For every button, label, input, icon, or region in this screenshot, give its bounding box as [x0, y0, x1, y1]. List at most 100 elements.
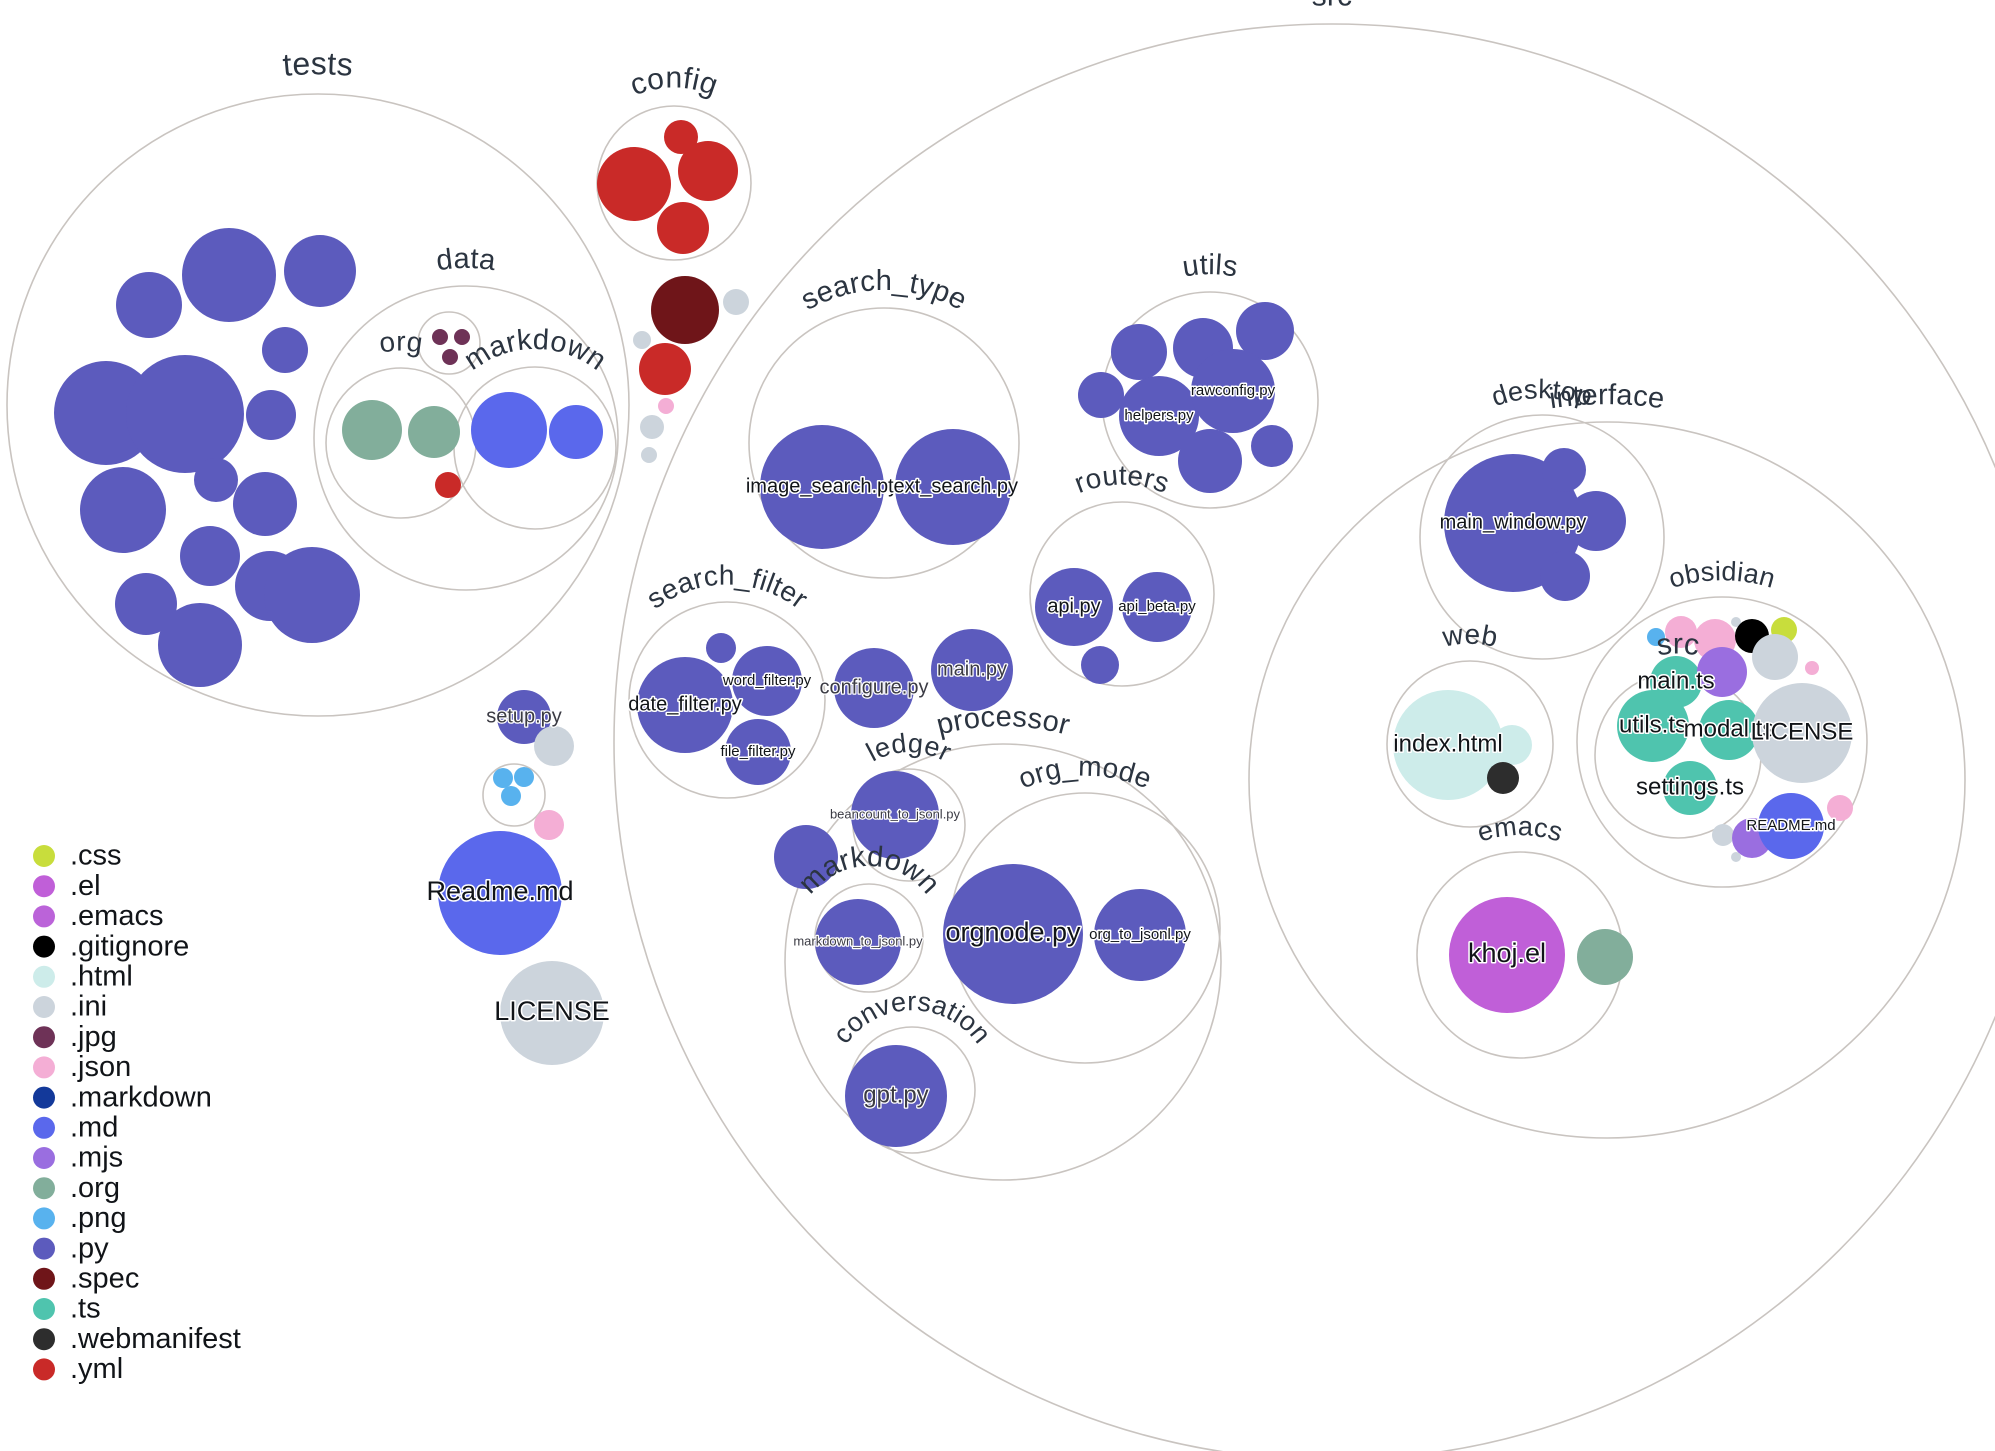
file-circle-utils.ts[interactable]	[1617, 690, 1689, 762]
file-circle-markdown_to_jsonl.py[interactable]	[815, 899, 901, 985]
file-circle-py-60[interactable]	[1081, 646, 1119, 684]
file-circle-image_search.py[interactable]	[760, 425, 884, 549]
legend-item-markdown[interactable]: .markdown	[33, 1081, 212, 1113]
file-circle-ini-92[interactable]	[1731, 852, 1741, 862]
file-circle-org-16[interactable]	[408, 406, 460, 458]
file-circle-ini-82[interactable]	[1752, 634, 1798, 680]
file-circle-configure.py[interactable]	[834, 648, 914, 728]
legend-item-el[interactable]: .el	[33, 870, 101, 902]
file-circle-md-18[interactable]	[549, 405, 603, 459]
file-circle-index.html[interactable]	[1393, 690, 1503, 800]
file-circle-main.py[interactable]	[931, 629, 1013, 711]
file-circle-spec-27[interactable]	[651, 276, 719, 344]
file-circle-helpers.py[interactable]	[1119, 376, 1199, 456]
file-circle-py-57[interactable]	[1251, 425, 1293, 467]
legend-item-html[interactable]: .html	[33, 960, 133, 992]
file-circle-khoj.el[interactable]	[1449, 897, 1565, 1013]
file-circle-yml-22[interactable]	[435, 472, 461, 498]
file-circle-png-74[interactable]	[1647, 628, 1665, 646]
legend-item-png[interactable]: .png	[33, 1202, 126, 1234]
file-circle-api.py[interactable]	[1035, 568, 1113, 646]
file-circle-py-10[interactable]	[180, 526, 240, 586]
file-circle-LICENSE[interactable]	[1752, 683, 1852, 783]
file-circle-py-69[interactable]	[1566, 491, 1626, 551]
file-circle-py-70[interactable]	[1540, 551, 1590, 601]
file-circle-api_beta.py[interactable]	[1122, 572, 1192, 642]
file-circle-yml-30[interactable]	[639, 343, 691, 395]
file-circle-png-38[interactable]	[501, 786, 521, 806]
legend-item-md[interactable]: .md	[33, 1111, 118, 1143]
file-circle-png-37[interactable]	[514, 767, 534, 787]
file-circle-ini-77[interactable]	[1731, 617, 1741, 627]
file-circle-ini-28[interactable]	[723, 289, 749, 315]
file-circle-orgnode.py[interactable]	[943, 864, 1083, 1004]
file-circle-ini-35[interactable]	[534, 726, 574, 766]
file-circle-jpg-19[interactable]	[432, 329, 448, 345]
legend-item-webmanifest[interactable]: .webmanifest	[33, 1323, 241, 1355]
file-circle-json-91[interactable]	[1827, 795, 1853, 821]
file-circle-jpg-20[interactable]	[454, 329, 470, 345]
file-circle-py-6[interactable]	[246, 390, 296, 440]
file-circle-py-56[interactable]	[1178, 429, 1242, 493]
legend-item-mjs[interactable]: .mjs	[33, 1142, 123, 1174]
legend-item-jpg[interactable]: .jpg	[33, 1021, 117, 1053]
legend-item-yml[interactable]: .yml	[33, 1353, 123, 1385]
file-circle-md-17[interactable]	[471, 392, 547, 468]
file-circle-yml-25[interactable]	[678, 141, 738, 201]
legend-item-json[interactable]: .json	[33, 1051, 131, 1083]
file-circle-py-9[interactable]	[115, 573, 177, 635]
file-circle-py-13[interactable]	[158, 603, 242, 687]
file-circle-ini-33[interactable]	[641, 447, 657, 463]
file-circle-setup.py[interactable]	[497, 690, 551, 744]
file-circle-py-11[interactable]	[233, 472, 297, 536]
file-circle-word_filter.py[interactable]	[732, 646, 802, 716]
file-circle-org-94[interactable]	[1577, 929, 1633, 985]
file-circle-README.md[interactable]	[1758, 793, 1824, 859]
file-circle-settings.ts[interactable]	[1663, 761, 1717, 815]
file-circle-py-68[interactable]	[1542, 448, 1586, 492]
file-circle-webmanifest-73[interactable]	[1487, 762, 1519, 794]
file-circle-py-52[interactable]	[1236, 302, 1294, 360]
file-circle-LICENSE[interactable]	[500, 961, 604, 1065]
file-circle-yml-23[interactable]	[597, 147, 671, 221]
file-circle-py-62[interactable]	[774, 825, 838, 889]
legend-item-org[interactable]: .org	[33, 1172, 120, 1204]
legend-item-spec[interactable]: .spec	[33, 1262, 139, 1294]
file-circle-json-39[interactable]	[534, 810, 564, 840]
legend-item-css[interactable]: .css	[33, 840, 122, 872]
legend-item-ts[interactable]: .ts	[33, 1293, 101, 1325]
file-circle-ini-29[interactable]	[633, 331, 651, 349]
file-circle-py-7[interactable]	[80, 467, 166, 553]
file-circle-jpg-21[interactable]	[442, 349, 458, 365]
file-circle-py-5[interactable]	[262, 327, 308, 373]
file-circle-ini-88[interactable]	[1712, 824, 1734, 846]
file-circle-yml-24[interactable]	[664, 120, 698, 154]
file-circle-gpt.py[interactable]	[845, 1045, 947, 1147]
file-circle-py-4[interactable]	[126, 355, 244, 473]
file-circle-org_to_jsonl.py[interactable]	[1094, 889, 1186, 981]
file-circle-py-53[interactable]	[1078, 372, 1124, 418]
file-circle-png-36[interactable]	[493, 768, 513, 788]
file-circle-html-72[interactable]	[1492, 725, 1532, 765]
file-circle-py-50[interactable]	[1111, 324, 1167, 380]
file-circle-modal.ts[interactable]	[1699, 700, 1759, 760]
legend-item-py[interactable]: .py	[33, 1232, 109, 1264]
file-circle-py-14[interactable]	[264, 547, 360, 643]
file-circle-py-2[interactable]	[182, 228, 276, 322]
legend-item-gitignore[interactable]: .gitignore	[33, 930, 189, 962]
file-circle-main_window.py[interactable]	[1444, 454, 1582, 592]
file-circle-mjs-81[interactable]	[1697, 647, 1747, 697]
file-circle-yml-26[interactable]	[657, 202, 709, 254]
file-circle-json-75[interactable]	[1665, 616, 1697, 648]
file-circle-py-8[interactable]	[194, 458, 238, 502]
file-circle-json-83[interactable]	[1805, 661, 1819, 675]
file-circle-rawconfig.py[interactable]	[1191, 349, 1275, 433]
file-circle-org-15[interactable]	[342, 400, 402, 460]
file-circle-py-45[interactable]	[706, 633, 736, 663]
file-circle-py-1[interactable]	[116, 272, 182, 338]
legend-item-ini[interactable]: .ini	[33, 991, 107, 1023]
file-circle-date_filter.py[interactable]	[637, 657, 733, 753]
file-circle-beancount_to_jsonl.py[interactable]	[851, 771, 939, 859]
legend-item-emacs[interactable]: .emacs	[33, 900, 163, 932]
file-circle-py-3[interactable]	[284, 235, 356, 307]
